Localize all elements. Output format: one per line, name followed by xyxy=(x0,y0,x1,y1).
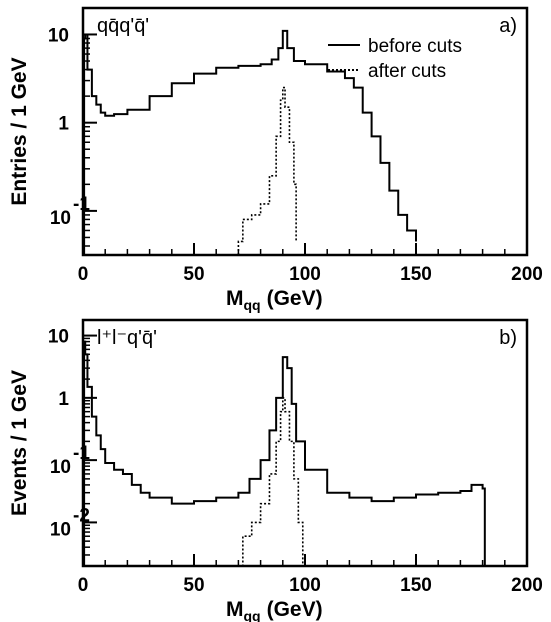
x-tick-label: 50 xyxy=(183,264,204,285)
series-before-cuts xyxy=(83,340,486,566)
series-group-a xyxy=(83,29,417,255)
x-axis-title-b: Mqq (GeV) xyxy=(226,598,323,622)
x-axis-title-sub-b: qq xyxy=(244,608,261,622)
x-tick-labels-a: 0 50 100 150 200 xyxy=(78,264,543,285)
x-axis-title-unit-a: (GeV) xyxy=(267,287,323,310)
y-tick-label-exponent: -1 xyxy=(73,443,90,464)
series-group-b xyxy=(83,340,486,567)
y-tick-label: 10 xyxy=(50,519,71,540)
legend-label-before-cuts: before cuts xyxy=(368,36,462,57)
series-after-cuts xyxy=(237,397,304,567)
series-after-cuts xyxy=(237,86,297,255)
y-axis-title-a: Entries / 1 GeV xyxy=(8,57,31,205)
panel-label-a: a) xyxy=(499,15,517,37)
x-tick-label: 0 xyxy=(78,264,89,285)
y-tick-label: 10 xyxy=(48,25,69,46)
process-annotation-a: qq̄q'q̄' xyxy=(97,15,149,37)
axis-ticks-a xyxy=(82,33,528,255)
y-tick-label-exponent: -1 xyxy=(73,194,90,215)
legend-label-after-cuts: after cuts xyxy=(368,61,446,82)
x-tick-label: 0 xyxy=(78,575,89,596)
x-tick-label: 200 xyxy=(511,575,543,596)
x-tick-labels-b: 0 50 100 150 200 xyxy=(78,575,543,596)
y-tick-label: 1 xyxy=(58,389,69,410)
x-tick-label: 50 xyxy=(183,575,204,596)
x-axis-title-a: Mqq (GeV) xyxy=(226,287,323,313)
process-annotation-b: l⁺l⁻q'q̄' xyxy=(97,327,157,349)
y-tick-label: 1 xyxy=(58,114,69,135)
x-axis-title-unit-b: (GeV) xyxy=(267,598,323,621)
x-axis-title-main-a: M xyxy=(226,287,244,310)
y-tick-label: 10 xyxy=(48,327,69,348)
x-tick-label: 150 xyxy=(400,264,432,285)
x-tick-label: 200 xyxy=(511,264,543,285)
x-axis-title-sub-a: qq xyxy=(244,297,261,313)
x-tick-label: 100 xyxy=(289,264,321,285)
legend: before cuts after cuts xyxy=(328,36,462,82)
y-tick-label: 10 xyxy=(50,457,71,478)
x-tick-label: 100 xyxy=(289,575,321,596)
panel-label-b: b) xyxy=(499,327,517,349)
series-before-cuts xyxy=(83,29,417,255)
y-tick-label-exponent: -2 xyxy=(73,505,90,526)
y-axis-title-b: Events / 1 GeV xyxy=(8,370,31,516)
x-axis-title-main-b: M xyxy=(226,598,244,621)
y-tick-label: 10 xyxy=(50,208,71,229)
x-tick-label: 150 xyxy=(400,575,432,596)
